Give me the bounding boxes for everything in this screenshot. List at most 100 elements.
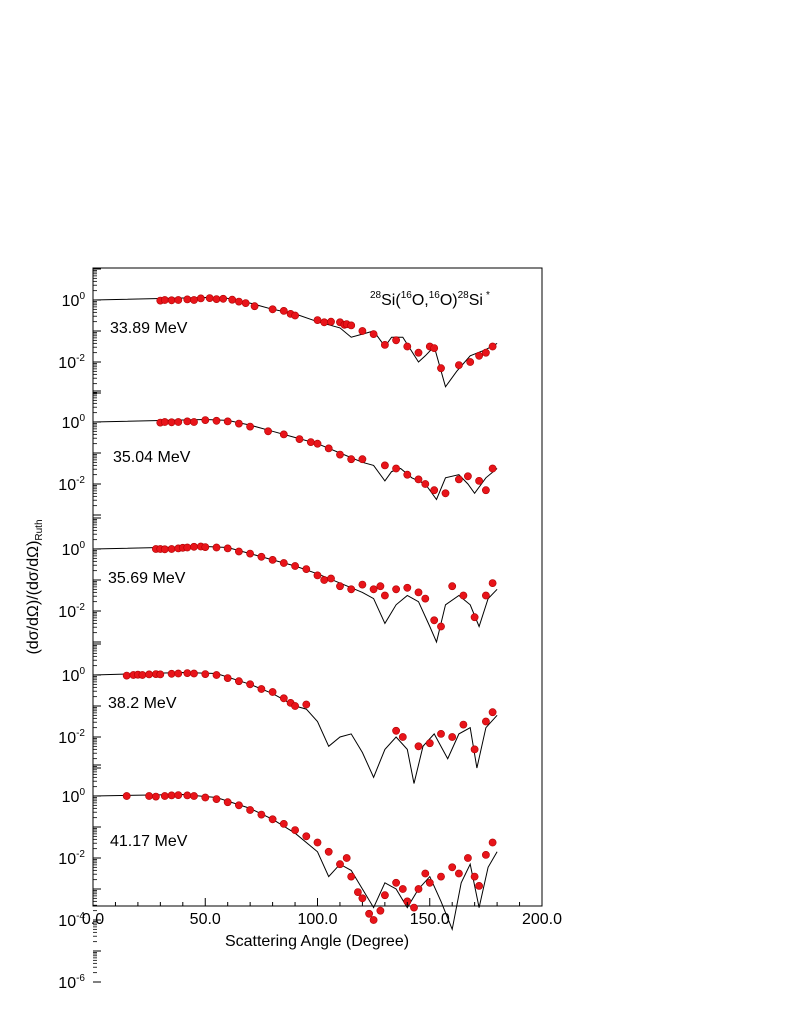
data-point: [437, 364, 445, 373]
data-point: [160, 792, 169, 800]
data-point: [246, 422, 254, 431]
data-point: [336, 582, 344, 591]
data-point: [358, 327, 367, 335]
data-point: [488, 342, 497, 351]
data-point: [358, 894, 367, 903]
data-point: [257, 810, 266, 819]
data-point: [347, 321, 356, 330]
data-point: [414, 348, 423, 357]
panel-2: 100 10-2 35.04 MeV: [58, 390, 498, 516]
data-point: [234, 297, 243, 306]
data-point: [167, 791, 176, 800]
data-point: [459, 591, 468, 600]
data-point: [403, 342, 412, 351]
data-point: [167, 418, 176, 427]
data-point: [313, 838, 322, 847]
data-point: [138, 671, 147, 679]
data-point: [145, 792, 153, 800]
data-point: [470, 613, 479, 622]
data-point: [190, 542, 198, 551]
data-point: [160, 296, 169, 304]
data-point: [201, 670, 210, 678]
data-point: [160, 545, 169, 554]
data-point: [183, 791, 192, 800]
data-point: [205, 294, 214, 302]
data-point: [122, 792, 131, 800]
x-tick-label: 150.0: [410, 911, 450, 928]
data-point: [190, 418, 198, 426]
energy-label: 33.89 MeV: [110, 320, 188, 337]
y-axis-title: (dσ/dΩ)/(dσ/dΩ)Ruth: [25, 519, 45, 654]
data-point: [183, 543, 192, 552]
data-point: [295, 435, 304, 443]
data-point: [358, 455, 367, 464]
data-point: [336, 450, 344, 459]
data-point: [414, 588, 423, 597]
x-tick-label: 100.0: [297, 911, 337, 928]
data-point: [347, 585, 356, 594]
data-point: [475, 882, 483, 890]
data-point: [421, 869, 430, 878]
energy-label: 41.17 MeV: [110, 833, 188, 850]
energy-label: 35.69 MeV: [108, 570, 186, 587]
data-point: [279, 430, 288, 439]
data-point: [448, 733, 457, 741]
theory-curve: [92, 418, 498, 501]
data-point: [291, 826, 299, 834]
data-point: [454, 869, 463, 878]
data-point: [268, 305, 277, 314]
data-point: [234, 547, 243, 556]
y-tick-label: 100: [62, 540, 86, 559]
y-tick-label: 10-2: [58, 602, 85, 621]
data-point: [174, 669, 183, 678]
data-point: [481, 486, 490, 495]
data-point: [414, 885, 423, 893]
data-point: [347, 872, 356, 881]
data-point: [212, 295, 221, 303]
data-point: [156, 670, 165, 679]
data-point: [430, 344, 439, 352]
data-point: [183, 669, 192, 677]
data-point: [234, 419, 243, 428]
data-point: [313, 571, 322, 580]
data-point: [459, 720, 468, 729]
data-point: [430, 486, 439, 495]
data-point: [234, 801, 243, 810]
theory-curve: [92, 545, 498, 644]
data-point: [201, 793, 210, 802]
data-point: [336, 860, 344, 869]
data-point: [353, 888, 362, 896]
data-point: [279, 820, 288, 828]
plot-frame: [92, 267, 543, 907]
data-point: [183, 295, 192, 304]
data-point: [201, 543, 210, 551]
data-point: [376, 582, 385, 591]
data-point: [425, 739, 434, 748]
data-point: [430, 616, 439, 625]
data-point: [392, 878, 400, 887]
data-point: [257, 552, 266, 561]
data-point: [369, 330, 378, 338]
data-point: [250, 302, 259, 311]
data-point: [421, 594, 430, 603]
data-point: [223, 798, 232, 807]
y-tick-label: 10-4: [58, 911, 85, 930]
data-point: [257, 685, 266, 693]
panel-4: 100 10-2 38.2 MeV: [58, 643, 498, 784]
data-point: [145, 670, 153, 679]
data-point: [234, 677, 243, 686]
data-point: [167, 669, 176, 678]
data-point: [246, 549, 254, 558]
data-point: [425, 878, 434, 887]
y-tick-label: 10-2: [58, 849, 85, 868]
data-point: [174, 791, 183, 799]
data-point: [167, 296, 176, 305]
data-point: [414, 742, 423, 751]
data-point: [437, 622, 445, 631]
data-point: [380, 591, 389, 600]
data-point: [212, 543, 221, 552]
x-tick-label: 200.0: [522, 911, 562, 928]
energy-label: 35.04 MeV: [113, 449, 191, 466]
theory-curve: [92, 793, 498, 932]
y-tick-label: 100: [62, 787, 86, 806]
